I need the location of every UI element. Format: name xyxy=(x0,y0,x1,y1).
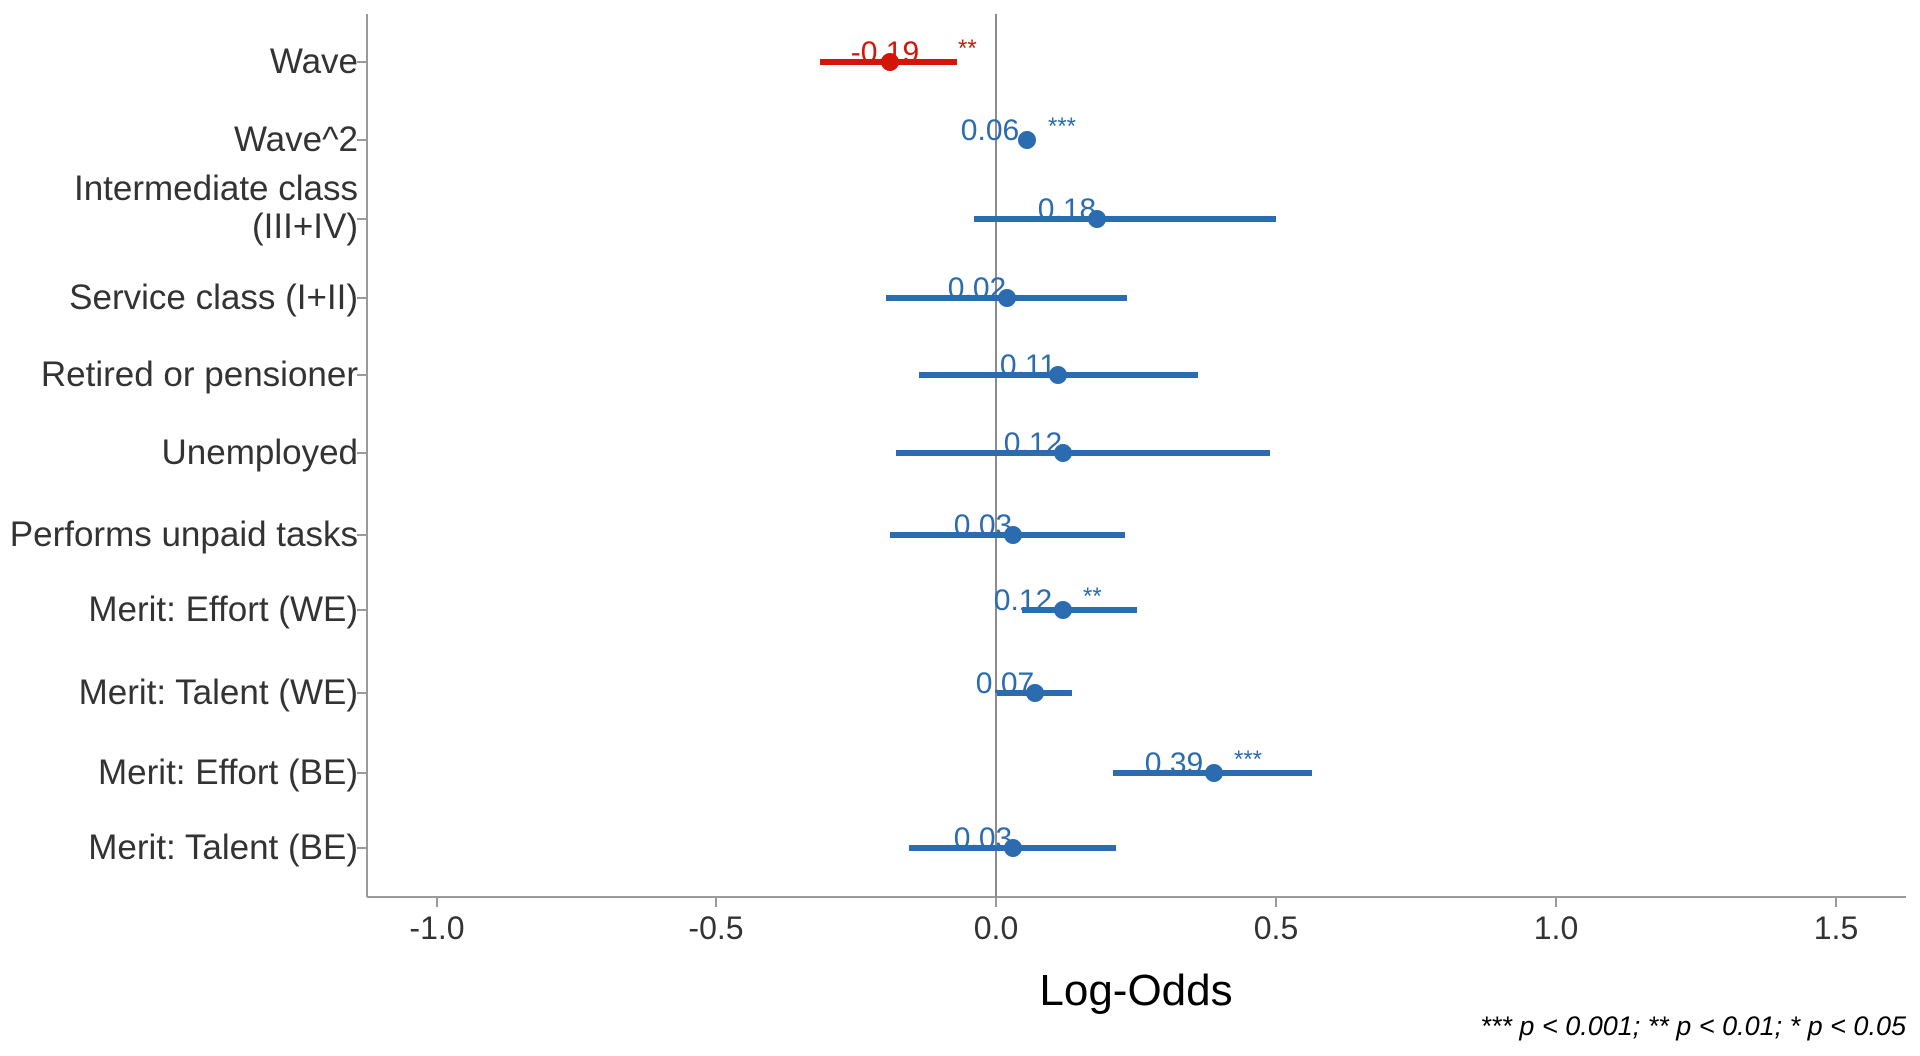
svg-text:0.03: 0.03 xyxy=(954,822,1012,855)
svg-text:***: *** xyxy=(1234,746,1262,773)
svg-text:***: *** xyxy=(1048,113,1076,140)
svg-text:Merit: Talent (BE): Merit: Talent (BE) xyxy=(88,828,358,867)
svg-text:Merit: Effort (BE): Merit: Effort (BE) xyxy=(98,753,358,792)
svg-text:1.0: 1.0 xyxy=(1534,910,1578,946)
svg-text:Retired or pensioner: Retired or pensioner xyxy=(41,355,358,394)
svg-text:1.5: 1.5 xyxy=(1814,910,1858,946)
svg-text:Wave^2: Wave^2 xyxy=(234,120,358,159)
svg-text:**: ** xyxy=(958,35,977,62)
svg-text:0.5: 0.5 xyxy=(1254,910,1298,946)
svg-text:Wave: Wave xyxy=(270,42,358,81)
svg-text:-0.5: -0.5 xyxy=(688,910,743,946)
svg-text:0.39: 0.39 xyxy=(1145,747,1203,780)
svg-text:Performs unpaid tasks: Performs unpaid tasks xyxy=(10,515,358,554)
svg-text:Merit: Talent (WE): Merit: Talent (WE) xyxy=(79,673,358,712)
svg-text:0.07: 0.07 xyxy=(976,667,1034,700)
svg-text:0.18: 0.18 xyxy=(1038,193,1096,226)
svg-text:0.12: 0.12 xyxy=(1004,427,1062,460)
svg-text:*** p < 0.001; ** p < 0.01; *: *** p < 0.001; ** p < 0.01; * p < 0.05 xyxy=(1480,1011,1907,1041)
svg-text:0.0: 0.0 xyxy=(974,910,1018,946)
svg-text:Unemployed: Unemployed xyxy=(162,433,359,472)
svg-text:0.02: 0.02 xyxy=(948,272,1006,305)
svg-text:Merit: Effort (WE): Merit: Effort (WE) xyxy=(88,590,358,629)
svg-text:(III+IV): (III+IV) xyxy=(252,207,358,246)
svg-text:0.06: 0.06 xyxy=(961,114,1019,147)
svg-text:0.11: 0.11 xyxy=(1000,349,1056,382)
svg-text:-1.0: -1.0 xyxy=(409,910,464,946)
svg-text:Log-Odds: Log-Odds xyxy=(1039,966,1232,1015)
svg-text:**: ** xyxy=(1083,583,1102,610)
svg-text:0.03: 0.03 xyxy=(954,509,1012,542)
svg-text:Intermediate class: Intermediate class xyxy=(74,169,358,208)
svg-text:-0.19: -0.19 xyxy=(851,36,919,69)
svg-text:Service class (I+II): Service class (I+II) xyxy=(69,278,358,317)
svg-text:0.12: 0.12 xyxy=(994,584,1052,617)
